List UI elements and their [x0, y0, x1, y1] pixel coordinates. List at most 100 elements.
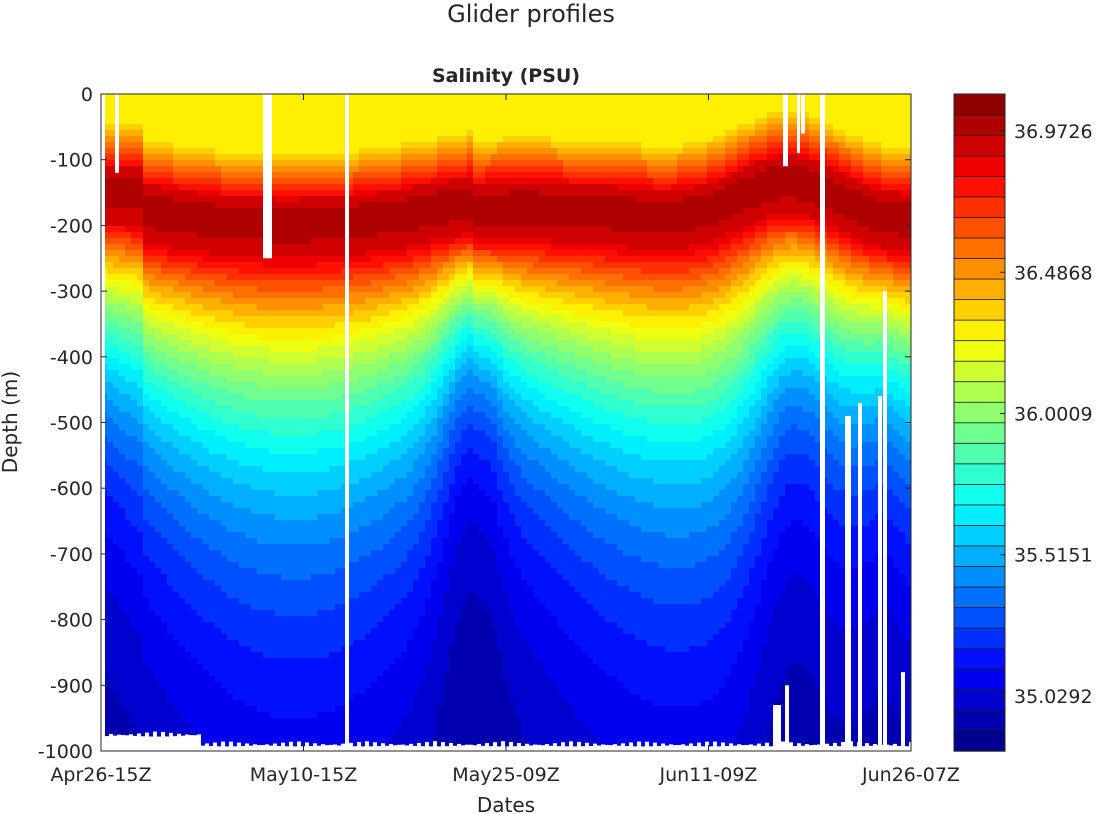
heatmap-cell — [143, 574, 150, 581]
heatmap-cell — [209, 388, 216, 395]
heatmap-cell — [233, 556, 240, 563]
heatmap-cell — [293, 304, 300, 311]
heatmap-cell — [299, 346, 306, 353]
heatmap-cell — [269, 316, 276, 323]
heatmap-cell — [239, 676, 246, 683]
heatmap-cell — [263, 538, 270, 545]
heatmap-cell — [293, 298, 300, 305]
heatmap-cell — [365, 418, 372, 425]
heatmap-cell — [257, 568, 264, 575]
heatmap-cell — [371, 226, 378, 233]
heatmap-cell — [347, 94, 354, 101]
heatmap-cell — [281, 694, 288, 701]
heatmap-cell — [107, 310, 114, 317]
heatmap-cell — [143, 340, 150, 347]
heatmap-cell — [167, 238, 174, 245]
heatmap-cell — [257, 274, 264, 281]
heatmap-cell — [179, 646, 186, 653]
heatmap-cell — [227, 184, 234, 191]
heatmap-cell — [257, 712, 264, 719]
heatmap-cell — [209, 328, 216, 335]
heatmap-cell — [335, 166, 342, 173]
heatmap-cell — [203, 556, 210, 563]
heatmap-cell — [263, 442, 270, 449]
heatmap-cell — [263, 292, 270, 299]
heatmap-cell — [335, 382, 342, 389]
heatmap-cell — [215, 160, 222, 167]
heatmap-cell — [371, 124, 378, 131]
heatmap-cell — [353, 484, 360, 491]
heatmap-cell — [293, 142, 300, 149]
heatmap-cell — [365, 472, 372, 479]
heatmap-cell — [293, 586, 300, 593]
heatmap-cell — [179, 490, 186, 497]
heatmap-cell — [167, 394, 174, 401]
heatmap-cell — [113, 592, 120, 599]
heatmap-cell — [263, 718, 270, 725]
heatmap-cell — [245, 268, 252, 275]
heatmap-cell — [251, 694, 258, 701]
heatmap-cell — [275, 490, 282, 497]
heatmap-cell — [269, 310, 276, 317]
heatmap-cell — [311, 184, 318, 191]
heatmap-cell — [347, 124, 354, 131]
heatmap-cell — [143, 544, 150, 551]
heatmap-cell — [269, 448, 276, 455]
heatmap-cell — [329, 184, 336, 191]
heatmap-cell — [107, 172, 114, 179]
heatmap-cell — [323, 478, 330, 485]
heatmap-cell — [245, 400, 252, 407]
heatmap-cell — [311, 316, 318, 323]
heatmap-cell — [185, 724, 192, 731]
heatmap-cell — [227, 676, 234, 683]
heatmap-cell — [275, 172, 282, 179]
heatmap-cell — [353, 358, 360, 365]
heatmap-cell — [311, 514, 318, 521]
heatmap-cell — [287, 442, 294, 449]
heatmap-cell — [107, 568, 114, 575]
heatmap-cell — [299, 622, 306, 629]
heatmap-cell — [221, 550, 228, 557]
heatmap-cell — [371, 202, 378, 209]
heatmap-cell — [269, 232, 276, 239]
heatmap-cell — [287, 682, 294, 689]
heatmap-cell — [179, 502, 186, 509]
heatmap-cell — [125, 544, 132, 551]
heatmap-cell — [113, 514, 120, 521]
heatmap-cell — [263, 412, 270, 419]
heatmap-cell — [233, 400, 240, 407]
heatmap-cell — [311, 310, 318, 317]
heatmap-cell — [209, 724, 216, 731]
heatmap-cell — [185, 664, 192, 671]
heatmap-cell — [323, 424, 330, 431]
heatmap-cell — [365, 676, 372, 683]
heatmap-cell — [173, 646, 180, 653]
heatmap-cell — [197, 508, 204, 515]
heatmap-cell — [335, 712, 342, 719]
heatmap-cell — [167, 472, 174, 479]
heatmap-cell — [311, 604, 318, 611]
heatmap-cell — [329, 706, 336, 713]
heatmap-cell — [107, 658, 114, 665]
heatmap-cell — [311, 196, 318, 203]
heatmap-cell — [221, 394, 228, 401]
heatmap-cell — [119, 514, 126, 521]
heatmap-cell — [299, 562, 306, 569]
heatmap-cell — [119, 244, 126, 251]
heatmap-cell — [233, 532, 240, 539]
heatmap-cell — [215, 574, 222, 581]
heatmap-cell — [203, 604, 210, 611]
heatmap-cell — [359, 604, 366, 611]
heatmap-cell — [161, 166, 168, 173]
heatmap-cell — [233, 712, 240, 719]
heatmap-cell — [119, 460, 126, 467]
heatmap-cell — [275, 526, 282, 533]
heatmap-cell — [311, 118, 318, 125]
heatmap-cell — [179, 568, 186, 575]
heatmap-cell — [173, 502, 180, 509]
heatmap-cell — [161, 622, 168, 629]
heatmap-cell — [323, 250, 330, 257]
heatmap-cell — [233, 232, 240, 239]
heatmap-cell — [329, 454, 336, 461]
heatmap-cell — [335, 550, 342, 557]
